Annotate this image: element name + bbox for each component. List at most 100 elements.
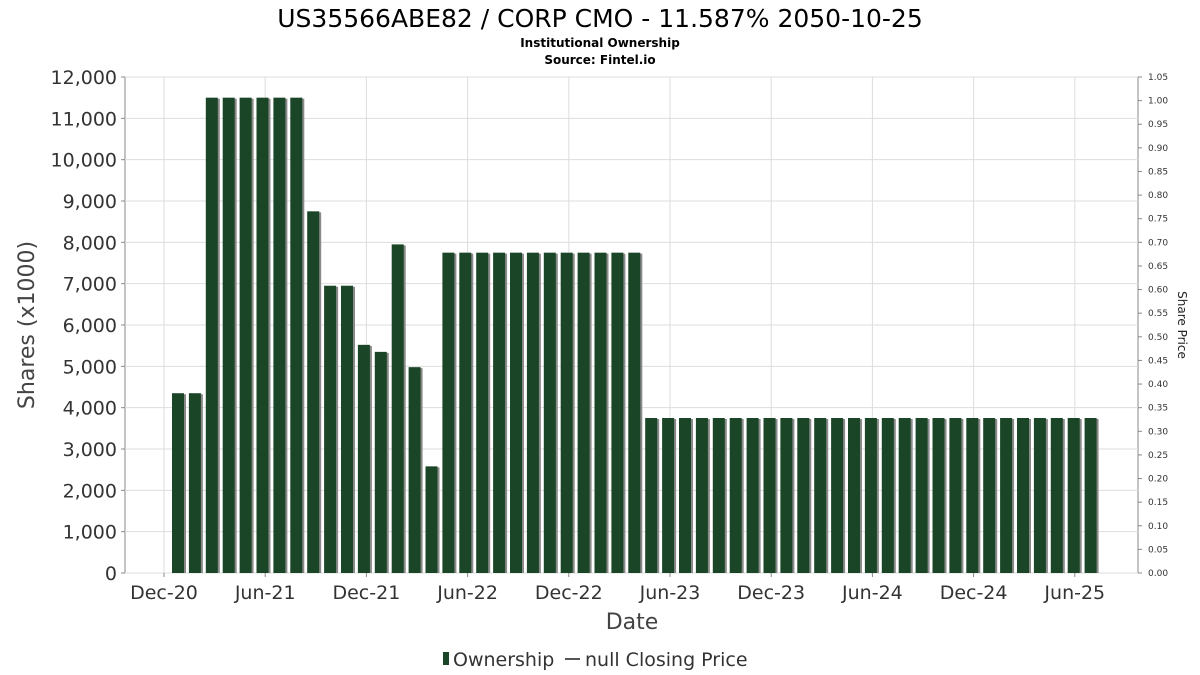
ownership-bar bbox=[425, 466, 438, 573]
ownership-bar bbox=[763, 418, 776, 573]
chart-source: Source: Fintel.io bbox=[544, 53, 655, 67]
legend-ownership-label: Ownership bbox=[453, 649, 554, 671]
x-axis-ticks: Dec-20 Jun-21 Dec-21 Jun-22 Dec-22 Jun-23 Dec-… bbox=[130, 573, 1105, 604]
ownership-bar bbox=[645, 418, 658, 573]
x-tick-label: Dec-20 bbox=[130, 582, 198, 604]
legend: Ownership null Closing Price bbox=[443, 649, 748, 671]
ownership-bar bbox=[374, 351, 387, 573]
y2-tick-label: 0.30 bbox=[1148, 427, 1168, 437]
x-tick-label: Dec-24 bbox=[940, 582, 1008, 604]
y2-tick-label: 0.90 bbox=[1148, 144, 1168, 154]
ownership-bar bbox=[831, 418, 844, 573]
y-tick-label: 5,000 bbox=[63, 356, 117, 378]
ownership-bar bbox=[729, 418, 742, 573]
ownership-bar bbox=[1067, 418, 1080, 573]
y2-tick-label: 0.85 bbox=[1148, 167, 1168, 177]
x-tick-label: Jun-21 bbox=[234, 582, 296, 604]
y2-tick-label: 0.45 bbox=[1148, 356, 1168, 366]
ownership-bar bbox=[1017, 418, 1029, 573]
y2-tick-label: 0.70 bbox=[1148, 238, 1168, 248]
ownership-bar bbox=[679, 418, 691, 573]
y2-tick-label: 0.35 bbox=[1148, 404, 1168, 414]
ownership-bar bbox=[881, 418, 894, 573]
y-tick-label: 7,000 bbox=[63, 274, 117, 296]
y-tick-label: 9,000 bbox=[63, 191, 117, 213]
y2-tick-label: 0.60 bbox=[1148, 286, 1168, 296]
ownership-bar bbox=[307, 211, 320, 574]
y-tick-label: 12,000 bbox=[51, 67, 117, 89]
ownership-bar bbox=[949, 418, 962, 573]
ownership-bar bbox=[594, 252, 607, 573]
ownership-bar bbox=[864, 418, 877, 573]
y2-tick-label: 0.75 bbox=[1148, 215, 1168, 225]
y2-tick-label: 0.00 bbox=[1148, 569, 1168, 579]
y-tick-label: 4,000 bbox=[63, 398, 117, 420]
y-axis-label: Shares (x1000) bbox=[15, 241, 40, 409]
chart-subtitle: Institutional Ownership bbox=[520, 36, 680, 50]
y2-tick-label: 0.40 bbox=[1148, 380, 1168, 390]
ownership-bar bbox=[695, 418, 708, 573]
ownership-bar bbox=[898, 418, 911, 573]
y2-tick-label: 1.00 bbox=[1148, 97, 1168, 107]
ownership-bar bbox=[560, 252, 573, 573]
y-tick-label: 3,000 bbox=[63, 439, 117, 461]
ownership-bar bbox=[797, 418, 810, 573]
ownership-bar bbox=[526, 252, 539, 573]
ownership-bar bbox=[1000, 418, 1013, 573]
ownership-bar bbox=[391, 244, 404, 573]
x-tick-label: Jun-23 bbox=[639, 582, 701, 604]
x-tick-label: Dec-21 bbox=[332, 582, 400, 604]
ownership-bar bbox=[493, 252, 506, 573]
ownership-bar bbox=[239, 97, 252, 574]
y2-tick-label: 0.20 bbox=[1148, 475, 1168, 485]
ownership-bar bbox=[1084, 418, 1097, 573]
x-tick-label: Dec-23 bbox=[737, 582, 805, 604]
ownership-bar bbox=[628, 252, 641, 573]
ownership-bar bbox=[324, 285, 337, 573]
x-tick-label: Dec-22 bbox=[535, 582, 603, 604]
y2-tick-label: 0.55 bbox=[1148, 309, 1168, 319]
y-tick-label: 8,000 bbox=[63, 232, 117, 254]
ownership-bar bbox=[932, 418, 945, 573]
y2-tick-label: 0.10 bbox=[1148, 522, 1168, 532]
ownership-bar bbox=[188, 393, 201, 573]
ownership-bar bbox=[222, 97, 235, 574]
legend-ownership-swatch bbox=[443, 652, 449, 665]
ownership-bar bbox=[577, 252, 590, 573]
y2-tick-label: 0.50 bbox=[1148, 333, 1168, 343]
y-tick-label: 0 bbox=[105, 563, 117, 585]
y2-axis-label: Share Price bbox=[1175, 291, 1189, 359]
ownership-bar bbox=[459, 252, 472, 573]
chart-title: US35566ABE82 / CORP CMO - 11.587% 2050-1… bbox=[277, 4, 922, 33]
y-tick-label: 2,000 bbox=[63, 480, 117, 502]
ownership-bar bbox=[662, 418, 675, 573]
ownership-bar bbox=[205, 97, 218, 574]
ownership-bar bbox=[543, 252, 556, 573]
ownership-bar bbox=[341, 285, 353, 573]
y2-tick-label: 1.05 bbox=[1148, 73, 1168, 83]
ownership-bar bbox=[983, 418, 996, 573]
ownership-bar bbox=[1050, 418, 1063, 573]
x-tick-label: Jun-24 bbox=[841, 582, 903, 604]
ownership-bar bbox=[848, 418, 860, 573]
ownership-bar bbox=[915, 418, 928, 573]
ownership-bar bbox=[357, 344, 370, 573]
ownership-bar bbox=[290, 97, 303, 574]
y-tick-label: 11,000 bbox=[51, 108, 117, 130]
y2-tick-label: 0.15 bbox=[1148, 498, 1168, 508]
ownership-bar bbox=[966, 418, 979, 573]
ownership-bar bbox=[476, 252, 489, 573]
y-tick-label: 6,000 bbox=[63, 315, 117, 337]
ownership-bar bbox=[442, 252, 455, 573]
ownership-bar bbox=[814, 418, 827, 573]
y2-tick-label: 0.05 bbox=[1148, 545, 1168, 555]
y-axis-ticks: 0 1,000 2,000 3,000 4,000 5,000 6,000 7,000 8,00… bbox=[51, 67, 125, 585]
x-tick-label: Jun-25 bbox=[1043, 582, 1105, 604]
legend-price-label: null Closing Price bbox=[585, 649, 748, 671]
ownership-bar bbox=[712, 418, 725, 573]
ownership-bar bbox=[780, 418, 793, 573]
y2-tick-label: 0.95 bbox=[1148, 120, 1168, 130]
x-tick-label: Jun-22 bbox=[436, 582, 498, 604]
ownership-bar bbox=[256, 97, 269, 574]
y2-tick-label: 0.65 bbox=[1148, 262, 1168, 272]
